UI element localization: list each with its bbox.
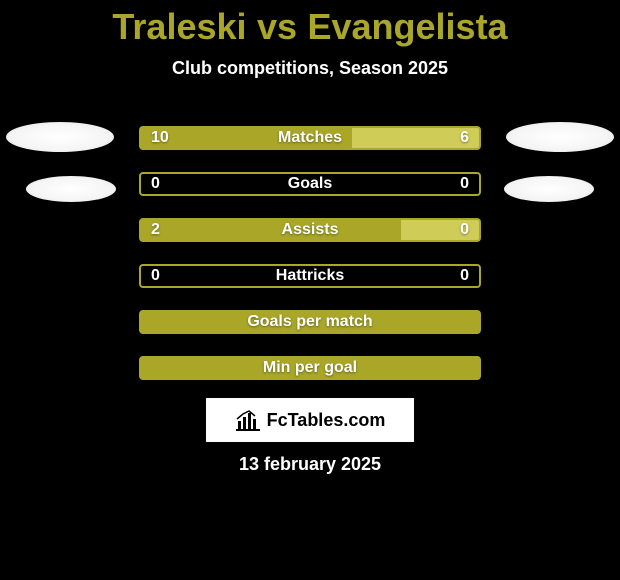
fctables-logo-text: FcTables.com bbox=[267, 410, 386, 431]
stat-value-left: 0 bbox=[151, 267, 160, 285]
subtitle: Club competitions, Season 2025 bbox=[0, 58, 620, 79]
stat-row-matches: 10 Matches 6 bbox=[139, 126, 481, 150]
stats-container: 10 Matches 6 0 Goals 0 2 Assists 0 0 Hattricks 0 Goa… bbox=[139, 126, 481, 402]
stat-value-right: 0 bbox=[460, 175, 469, 193]
stat-value-right: 0 bbox=[460, 267, 469, 285]
stat-label: Hattricks bbox=[276, 267, 344, 285]
player-b-photo-placeholder-1 bbox=[506, 122, 614, 152]
stat-row-goals-per-match: Goals per match bbox=[139, 310, 481, 334]
date-line: 13 february 2025 bbox=[0, 454, 620, 475]
stat-value-right: 6 bbox=[460, 129, 469, 147]
stat-label: Assists bbox=[282, 221, 339, 239]
stat-row-assists: 2 Assists 0 bbox=[139, 218, 481, 242]
stat-label: Matches bbox=[278, 129, 342, 147]
bar-chart-icon bbox=[235, 409, 261, 431]
stat-fill-left bbox=[141, 220, 401, 240]
stat-value-left: 10 bbox=[151, 129, 169, 147]
player-a-photo-placeholder-2 bbox=[26, 176, 116, 202]
stat-row-min-per-goal: Min per goal bbox=[139, 356, 481, 380]
title-row: Traleski vs Evangelista bbox=[0, 0, 620, 48]
title-vs: vs bbox=[257, 6, 297, 47]
player-b-photo-placeholder-2 bbox=[504, 176, 594, 202]
stat-label: Goals per match bbox=[247, 313, 372, 331]
title-player-a: Traleski bbox=[112, 6, 246, 47]
stat-label: Goals bbox=[288, 175, 332, 193]
stat-label: Min per goal bbox=[263, 359, 357, 377]
title-player-b: Evangelista bbox=[307, 6, 507, 47]
stat-value-right: 0 bbox=[460, 221, 469, 239]
player-a-photo-placeholder-1 bbox=[6, 122, 114, 152]
fctables-logo: FcTables.com bbox=[206, 398, 414, 442]
stat-row-goals: 0 Goals 0 bbox=[139, 172, 481, 196]
stat-value-left: 2 bbox=[151, 221, 160, 239]
stat-value-left: 0 bbox=[151, 175, 160, 193]
stat-row-hattricks: 0 Hattricks 0 bbox=[139, 264, 481, 288]
